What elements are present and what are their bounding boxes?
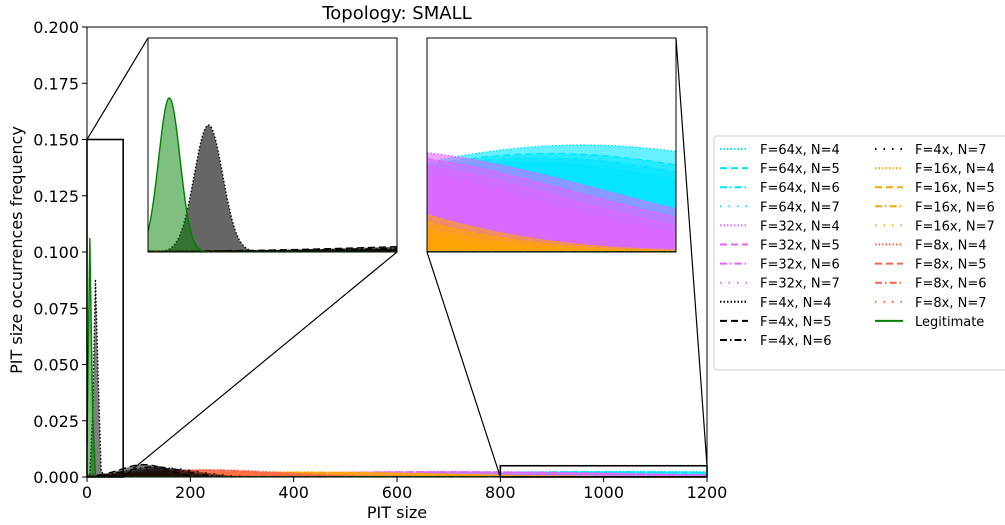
legend-label: F=32x, N=5 [760,239,840,254]
chart-title: Topology: SMALL [321,3,471,24]
legend-label: Legitimate [915,315,984,330]
inset-right [426,37,677,253]
legend-entry: F=8x, N=7 [875,296,987,311]
legend-label: F=16x, N=4 [915,162,995,177]
y-tick-label: 0.000 [33,468,79,487]
legend-label: F=32x, N=4 [760,219,840,234]
y-tick-label: 0.150 [33,131,79,150]
legend-entry: F=32x, N=5 [720,239,840,254]
y-tick-label: 0.050 [33,356,79,375]
legend-label: F=16x, N=6 [915,200,995,215]
legend-label: F=8x, N=4 [915,239,987,254]
legend-entry: F=8x, N=5 [875,258,987,273]
legend-entry: F=32x, N=6 [720,258,840,273]
x-tick-label: 1200 [687,483,728,502]
zoom-indicators [86,37,708,478]
series-f-4x-n-4 [87,279,707,477]
legend-entry: F=16x, N=6 [875,200,995,215]
series-f-4x-n-7 [87,467,707,477]
y-tick-label: 0.175 [33,74,79,93]
legend: F=64x, N=4 F=64x, N=5 F=64x, N=6 F=64x, N=7… [713,135,1005,371]
legend-entry: F=64x, N=7 [720,200,840,215]
y-tick-label: 0.075 [33,299,79,318]
legend-label: F=64x, N=4 [760,143,840,158]
legend-entry: F=8x, N=4 [875,239,987,254]
series-legitimate [87,237,707,477]
legend-label: F=8x, N=6 [915,277,987,292]
legend-entry: F=64x, N=4 [720,143,840,158]
legend-label: F=32x, N=7 [760,277,840,292]
y-tick-label: 0.125 [33,187,79,206]
legend-label: F=64x, N=7 [760,200,840,215]
legend-entry: F=4x, N=5 [720,315,832,330]
legend-entry: F=32x, N=7 [720,277,840,292]
legend-label: F=8x, N=7 [915,296,987,311]
x-tick-label: 0 [82,483,92,502]
legend-label: F=32x, N=6 [760,258,840,273]
y-tick-label: 0.200 [33,18,79,37]
legend-label: F=8x, N=5 [915,258,987,273]
zoom-region-box [499,464,708,478]
x-tick-label: 400 [278,483,309,502]
legend-label: F=4x, N=5 [760,315,832,330]
legend-entry: F=16x, N=5 [875,181,995,196]
x-tick-label: 600 [382,483,413,502]
legend-label: F=16x, N=5 [915,181,995,196]
legend-entry: F=8x, N=6 [875,277,987,292]
legend-entry: F=4x, N=7 [875,143,987,158]
x-axis-label: PIT size [367,503,427,522]
legend-entry: F=16x, N=4 [875,162,995,177]
legend-frame [713,135,1005,371]
legend-entry: F=64x, N=5 [720,162,840,177]
legend-label: F=4x, N=6 [760,334,832,349]
legend-entry: F=64x, N=6 [720,181,840,196]
inset-left [147,37,398,253]
zoom-region-box [86,138,124,478]
legend-entry: F=32x, N=4 [720,219,840,234]
x-tick-label: 800 [485,483,516,502]
main-plot-area [87,237,707,477]
legend-entry: F=16x, N=7 [875,219,995,234]
x-tick-label: 1000 [583,483,624,502]
legend-entry: Legitimate [875,315,984,330]
axis-ticks: 0 200 400 600 800 1000 1200 0.000 0.025 0.050 0.07… [33,18,727,502]
legend-label: F=4x, N=4 [760,296,832,311]
x-tick-label: 200 [175,483,206,502]
y-axis-label: PIT size occurrences frequency [7,126,26,374]
legend-label: F=16x, N=7 [915,219,995,234]
y-tick-label: 0.100 [33,243,79,262]
series-legitimate [148,97,397,252]
legend-entry: F=4x, N=6 [720,334,832,349]
legend-label: F=64x, N=5 [760,162,840,177]
legend-label: F=4x, N=7 [915,143,987,158]
y-tick-label: 0.025 [33,412,79,431]
legend-entry: F=4x, N=4 [720,296,832,311]
series-f-16x-n-7 [427,234,676,252]
legend-label: F=64x, N=6 [760,181,840,196]
